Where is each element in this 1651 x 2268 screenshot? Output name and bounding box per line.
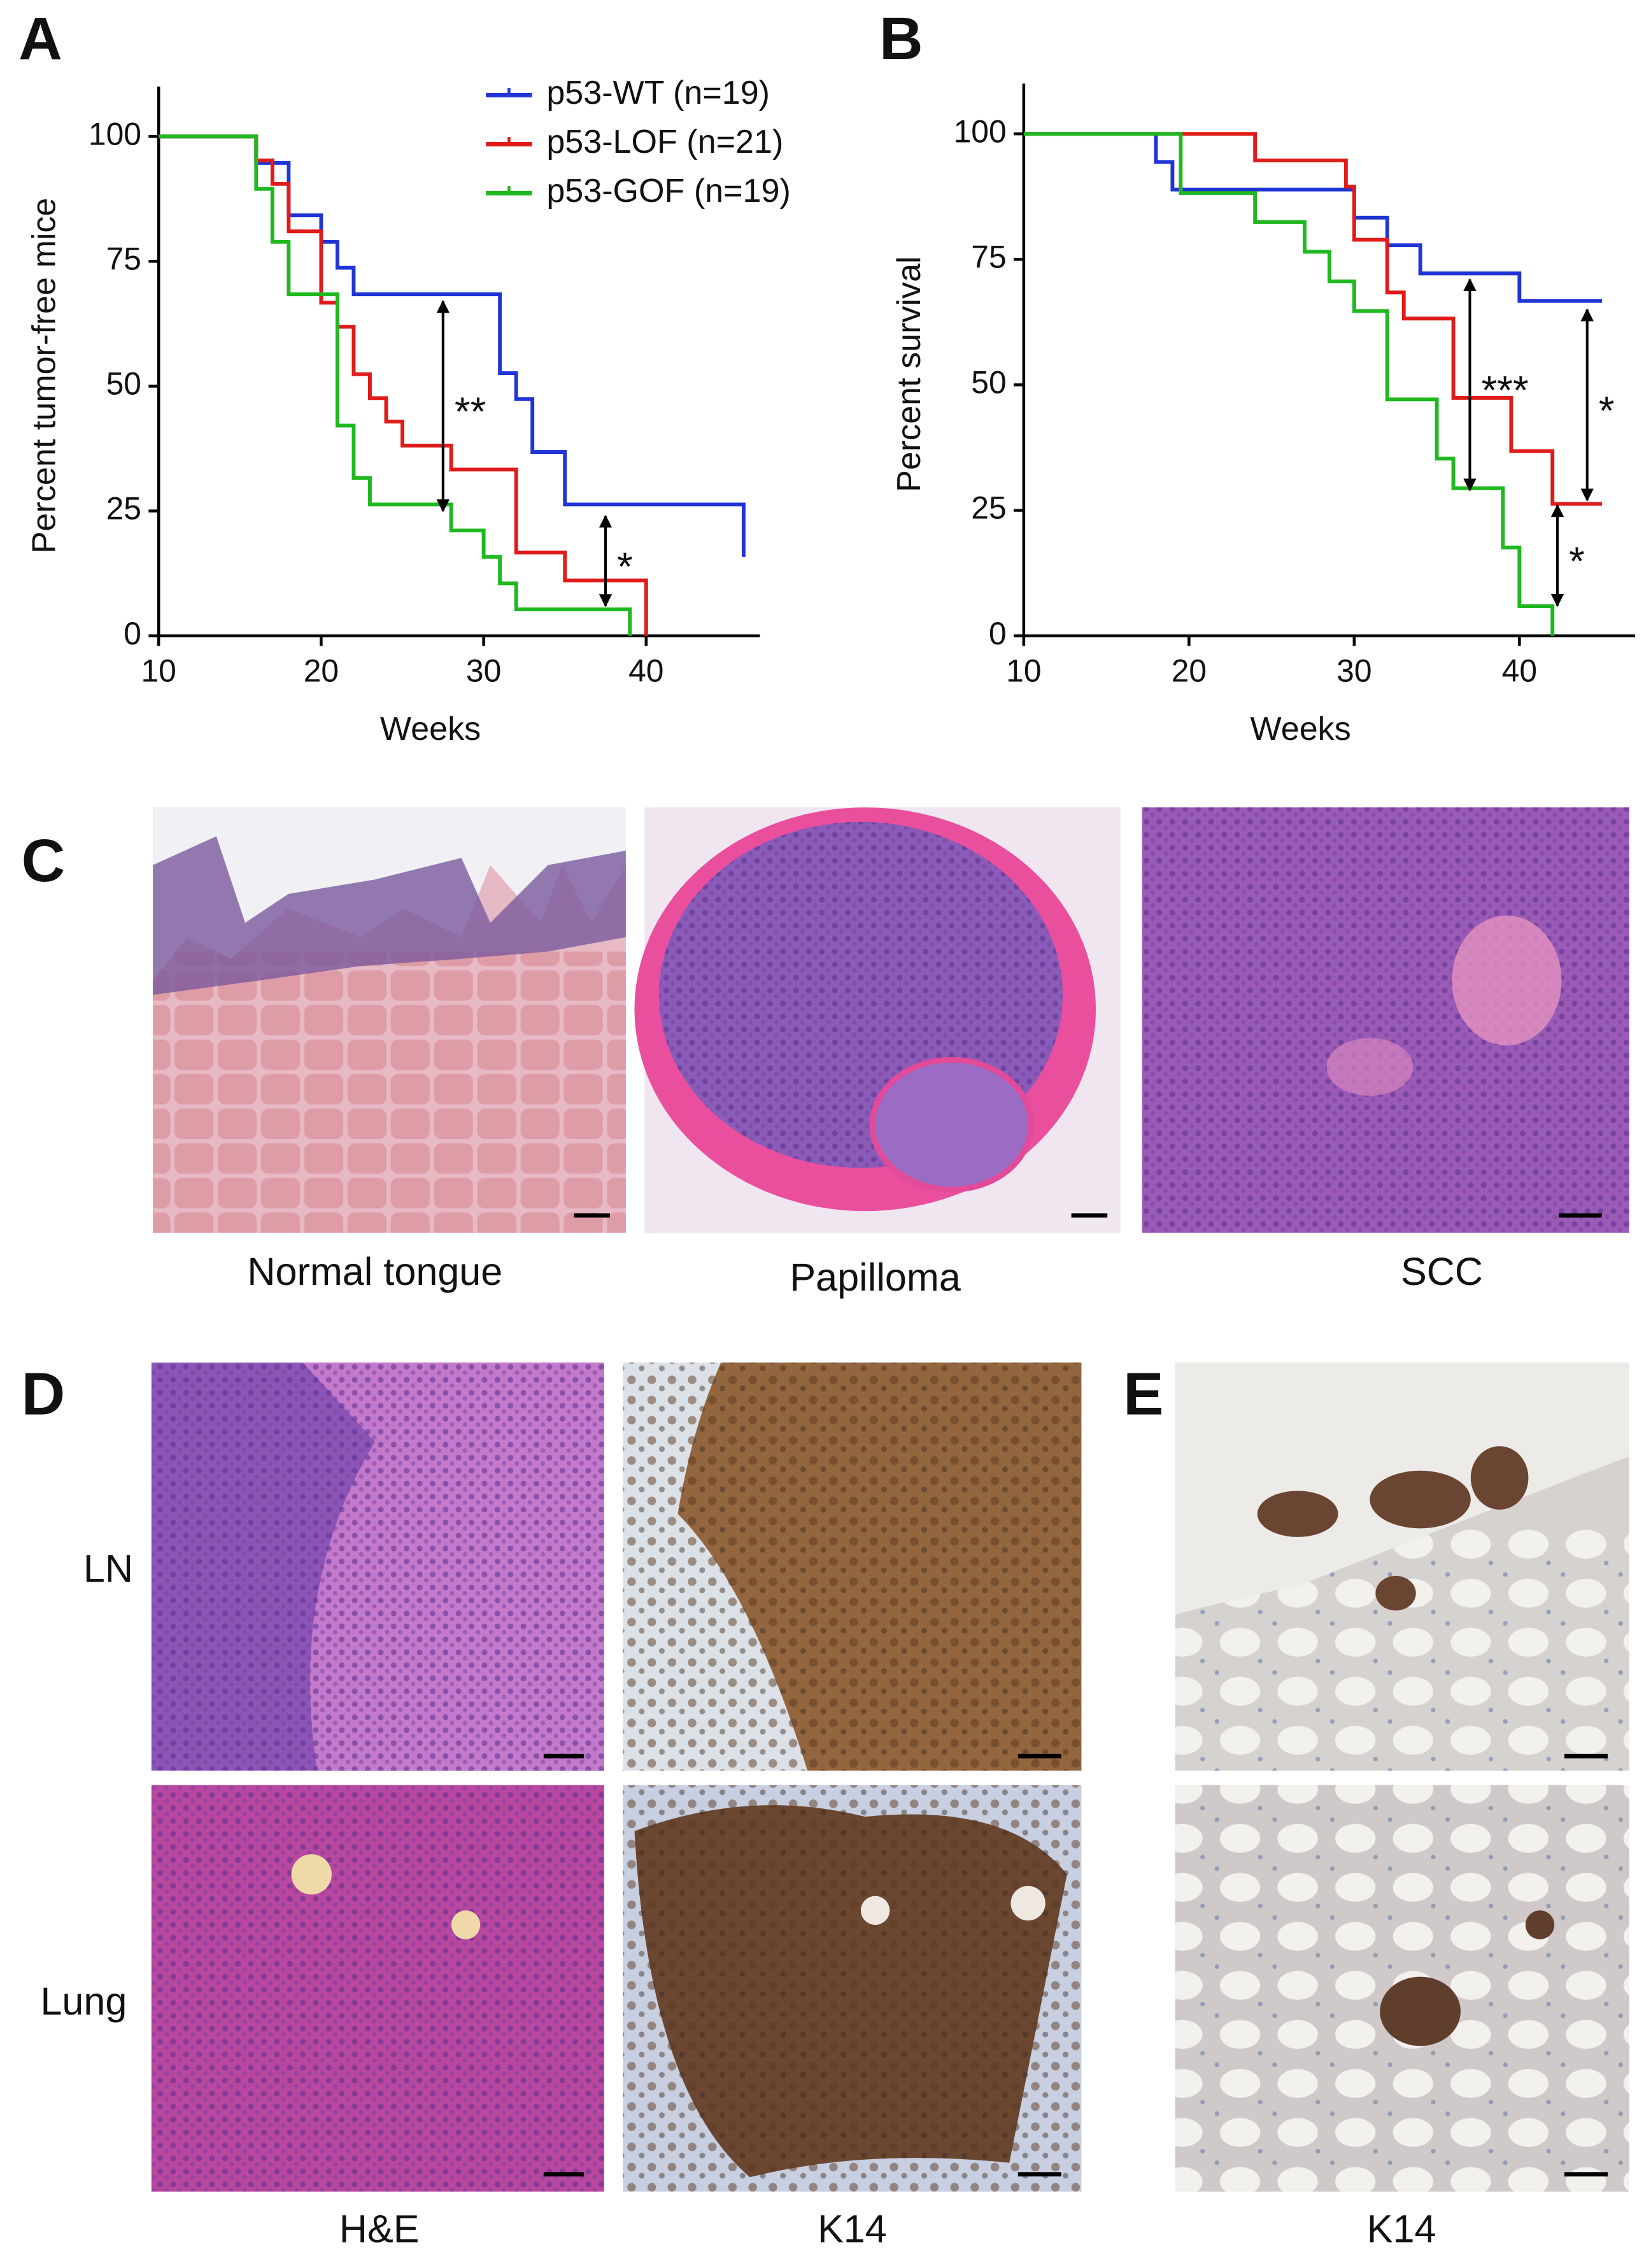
x-tick-label: 30	[466, 653, 501, 689]
image-texture	[153, 951, 626, 1233]
survival-curve	[159, 134, 746, 557]
image-texture	[1525, 1910, 1555, 1939]
x-tick-label: 10	[1006, 653, 1041, 689]
panel-label: E	[1123, 1361, 1163, 1428]
x-tick-label: 20	[304, 653, 339, 689]
row-label: LN	[83, 1547, 133, 1590]
y-axis-title: Percent tumor-free mice	[25, 198, 62, 554]
image-texture	[623, 1785, 1082, 2192]
x-axis-title: Weeks	[380, 711, 481, 748]
legend-label: p53-LOF (n=21)	[546, 124, 783, 160]
image-texture	[623, 1362, 1082, 1771]
x-tick-label: 40	[628, 653, 663, 689]
y-tick-label: 25	[971, 490, 1006, 526]
x-tick-label: 20	[1172, 653, 1207, 689]
x-tick-label: 10	[141, 653, 176, 689]
y-tick-label: 0	[989, 616, 1007, 651]
image-texture	[1326, 1038, 1414, 1096]
survival-curve	[159, 134, 648, 636]
y-tick-label: 100	[954, 113, 1007, 149]
legend-label: p53-GOF (n=19)	[546, 173, 791, 209]
panel-label: A	[18, 5, 62, 73]
x-tick-label: 30	[1336, 653, 1371, 689]
image-texture	[151, 1785, 604, 2192]
x-tick-label: 40	[1502, 653, 1537, 689]
y-tick-label: 100	[89, 116, 141, 152]
image-texture	[860, 1896, 890, 1925]
survival-curve	[1023, 132, 1603, 303]
caption: K14	[1367, 2208, 1436, 2251]
y-tick-label: 50	[106, 366, 141, 402]
significance-label: ***	[1482, 369, 1529, 413]
image-texture	[1370, 1470, 1471, 1529]
image-texture	[1142, 807, 1629, 1233]
image-texture	[1257, 1491, 1338, 1537]
caption: Normal tongue	[247, 1250, 502, 1293]
y-tick-label: 0	[124, 616, 141, 651]
image-texture	[1452, 915, 1562, 1045]
significance-label: **	[455, 390, 486, 434]
survival-curve	[1023, 132, 1555, 636]
panel-label: D	[22, 1361, 66, 1428]
image-texture	[151, 1362, 604, 1771]
image-texture	[1380, 1976, 1461, 2046]
panel-label: B	[879, 5, 923, 73]
significance-label: *	[617, 544, 633, 589]
y-tick-label: 75	[971, 239, 1006, 274]
survival-curve	[159, 134, 632, 636]
x-axis-title: Weeks	[1251, 711, 1351, 748]
caption: H&E	[339, 2208, 420, 2251]
row-label: Lung	[40, 1980, 127, 2023]
image-texture	[869, 1056, 1034, 1193]
caption: SCC	[1401, 1250, 1483, 1293]
histology-images	[151, 807, 1629, 2192]
significance-label: *	[1599, 388, 1615, 433]
image-texture	[153, 836, 626, 995]
image-texture	[1375, 1576, 1416, 1611]
y-axis-title: Percent survival	[891, 256, 928, 492]
y-tick-label: 50	[971, 365, 1006, 400]
panel-label: C	[22, 827, 66, 895]
significance-label: *	[1569, 539, 1585, 584]
scale-bars	[543, 1213, 1608, 2177]
caption: K14	[818, 2208, 887, 2251]
y-tick-label: 75	[106, 241, 141, 277]
image-texture	[1470, 1446, 1529, 1510]
y-tick-label: 25	[106, 491, 141, 527]
caption: Papilloma	[790, 1256, 960, 1299]
image-texture	[291, 1854, 332, 1895]
legend-label: p53-WT (n=19)	[546, 74, 770, 111]
survival-curve	[1023, 132, 1603, 506]
image-texture	[451, 1910, 481, 1939]
image-texture	[1010, 1885, 1045, 1921]
